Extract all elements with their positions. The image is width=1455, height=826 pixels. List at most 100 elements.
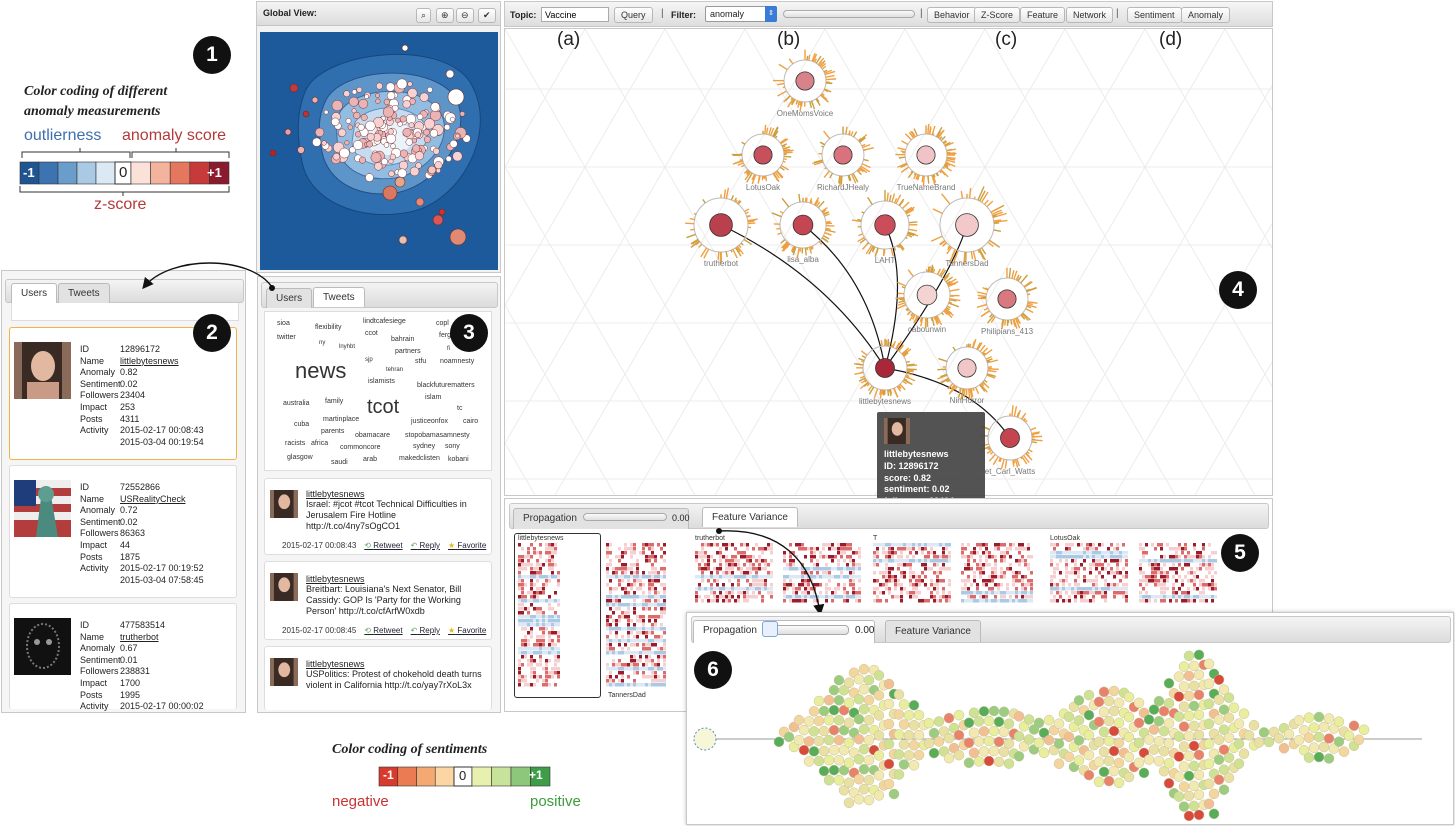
ego-node-label[interactable]: TannersDad (945, 259, 989, 268)
ego-node-label[interactable]: lisa_alba (787, 255, 819, 264)
ego-node-label[interactable]: Philipians_413 (980, 327, 1034, 336)
word-cloud-term[interactable]: sioa (277, 320, 290, 327)
tweet-card[interactable]: littlebytesnews USPolitics: Protest of c… (264, 646, 492, 710)
view-zscore-button[interactable]: Z-Score (974, 7, 1021, 23)
word-cloud-term[interactable]: sydney (413, 443, 436, 450)
word-cloud-term[interactable]: saudi (331, 459, 348, 466)
word-cloud-term[interactable]: family (325, 398, 344, 405)
user-name-link[interactable]: trutherbot (120, 631, 159, 642)
word-cloud-term[interactable]: justiceonfox (411, 418, 448, 425)
word-cloud-term[interactable]: makedclisten (399, 455, 440, 462)
ego-node-label[interactable]: et_Carl_Watts (984, 467, 1036, 476)
tweet-card[interactable]: littlebytesnews Breitbart: Louisiana's N… (264, 561, 492, 640)
word-cloud-term[interactable]: ny (319, 340, 326, 346)
ego-node-label[interactable]: RichardJHealy (816, 183, 870, 192)
ego-node-label[interactable]: LAHT (874, 256, 896, 265)
global-view-map[interactable] (260, 32, 498, 270)
word-cloud-term[interactable]: fi (447, 346, 450, 352)
user-card-2[interactable]: ID 72552866 Name USRealityCheck Anomaly 0.7… (9, 465, 237, 598)
tweet-handle[interactable]: littlebytesnews (306, 659, 365, 669)
settings-icon[interactable]: ✔ (478, 8, 496, 23)
heatmap-cell (701, 559, 704, 563)
view-network-button[interactable]: Network (1066, 7, 1114, 23)
word-cloud-term[interactable]: lindtcafesiege (363, 318, 406, 325)
word-cloud-term[interactable]: islam (425, 394, 442, 401)
word-cloud-term[interactable]: racists (285, 440, 306, 447)
slider-handle[interactable] (762, 621, 778, 637)
favorite-link[interactable]: ★ Favorite (447, 541, 487, 550)
favorite-link[interactable]: ★ Favorite (447, 626, 487, 635)
query-button[interactable]: Query (614, 7, 653, 23)
word-cloud-term[interactable]: parents (321, 428, 345, 435)
word-cloud-term[interactable]: ferg (439, 332, 452, 339)
word-cloud-term[interactable]: partners (395, 348, 421, 355)
tweet-card[interactable]: littlebytesnews Israel: #jcot #tcot Tech… (264, 478, 492, 555)
ego-node-label[interactable]: trutherbot (703, 259, 739, 268)
tab-tweets[interactable]: Tweets (313, 287, 365, 307)
word-cloud-term[interactable]: bahrain (391, 336, 415, 343)
word-cloud-term[interactable]: twitter (277, 334, 296, 341)
word-cloud-term[interactable]: blackfuturematters (417, 382, 475, 389)
word-cloud-term[interactable]: africa (311, 440, 329, 447)
tab-tweets[interactable]: Tweets (58, 283, 110, 303)
propagation-beeswarm[interactable] (687, 645, 1453, 824)
ego-node-label[interactable]: littlebytesnews (858, 397, 912, 406)
word-cloud-term[interactable]: lnyhbt (339, 344, 356, 350)
word-cloud-term[interactable]: cairo (463, 418, 479, 425)
word-cloud-term[interactable]: tehran (386, 367, 404, 373)
word-cloud-term[interactable]: ccot (365, 330, 378, 337)
sentiment-scale-cell (510, 766, 531, 787)
mode-sentiment-button[interactable]: Sentiment (1127, 7, 1182, 23)
view-feature-button[interactable]: Feature (1020, 7, 1066, 23)
word-cloud-term[interactable]: stfu (415, 358, 427, 365)
word-cloud-term[interactable]: copl (436, 320, 449, 327)
word-cloud-term[interactable]: cuba (294, 421, 310, 428)
word-cloud-term[interactable]: sony (445, 443, 460, 450)
view-behavior-button[interactable]: Behavior (927, 7, 977, 23)
word-cloud-term[interactable]: noamnesty (440, 358, 475, 365)
tweet-handle[interactable]: littlebytesnews (306, 574, 365, 584)
tweet-handle[interactable]: littlebytesnews (306, 489, 365, 499)
user-card-3[interactable]: ID 477583514 Name trutherbot Anomaly 0.67 S… (9, 603, 237, 711)
reply-link[interactable]: ↶ Reply (410, 626, 440, 635)
user-name-link[interactable]: USRealityCheck (120, 493, 186, 504)
retweet-link[interactable]: ⟲ Retweet (364, 541, 403, 550)
user-name-link[interactable]: littlebytesnews (120, 355, 179, 366)
ego-glyphs[interactable] (505, 29, 1272, 495)
tab-feature-variance[interactable]: Feature Variance (885, 620, 981, 642)
filter-select[interactable]: anomaly ⇕ (705, 6, 777, 22)
ego-node-label[interactable]: NinHorror (949, 396, 985, 405)
word-cloud-term[interactable]: tc (457, 405, 463, 412)
zoom-in-icon[interactable]: ⌕ (416, 8, 432, 23)
word-cloud-term[interactable]: sjp (365, 357, 373, 363)
ego-node-label[interactable]: LotusOak (745, 183, 781, 192)
word-cloud-term[interactable]: obamacare (355, 432, 391, 439)
mode-anomaly-button[interactable]: Anomaly (1181, 7, 1231, 23)
word-cloud-term[interactable]: tcot (367, 396, 400, 418)
word-cloud-term[interactable]: australia (283, 400, 310, 407)
user-card-1[interactable]: ID 12896172 Name littlebytesnews Anomaly 0.… (9, 327, 237, 460)
word-cloud-term[interactable]: islamists (368, 378, 395, 385)
word-cloud-term[interactable]: martinplace (323, 416, 360, 423)
tab-users[interactable]: Users (11, 283, 58, 303)
topic-input[interactable] (541, 7, 609, 22)
word-cloud-term[interactable]: stopobamasamnesty (405, 432, 470, 439)
tab-feature-variance[interactable]: Feature Variance (702, 507, 798, 527)
word-cloud-term[interactable]: arab (363, 456, 378, 463)
zoom-out-icon[interactable]: ⊕ (436, 8, 454, 23)
word-cloud-term[interactable]: glasgow (287, 454, 313, 461)
ego-node-label[interactable]: cabounwin (907, 325, 947, 334)
tab-users[interactable]: Users (266, 288, 313, 308)
word-cloud-term[interactable]: flexibility (315, 324, 342, 331)
selected-feature-card[interactable] (514, 533, 601, 698)
reply-link[interactable]: ↶ Reply (410, 541, 440, 550)
word-cloud-term[interactable]: commoncore (340, 444, 381, 451)
retweet-link[interactable]: ⟲ Retweet (364, 626, 403, 635)
word-cloud-term[interactable]: news (295, 358, 347, 383)
ego-node-label[interactable]: TrueNameBrand (896, 183, 956, 192)
filter-slider[interactable] (783, 10, 915, 18)
zoom-reset-icon[interactable]: ⊖ (456, 8, 474, 23)
propagation-slider[interactable] (583, 513, 667, 521)
word-cloud-term[interactable]: kobani (448, 456, 469, 463)
ego-node-label[interactable]: OneMomsVoice (776, 109, 834, 118)
